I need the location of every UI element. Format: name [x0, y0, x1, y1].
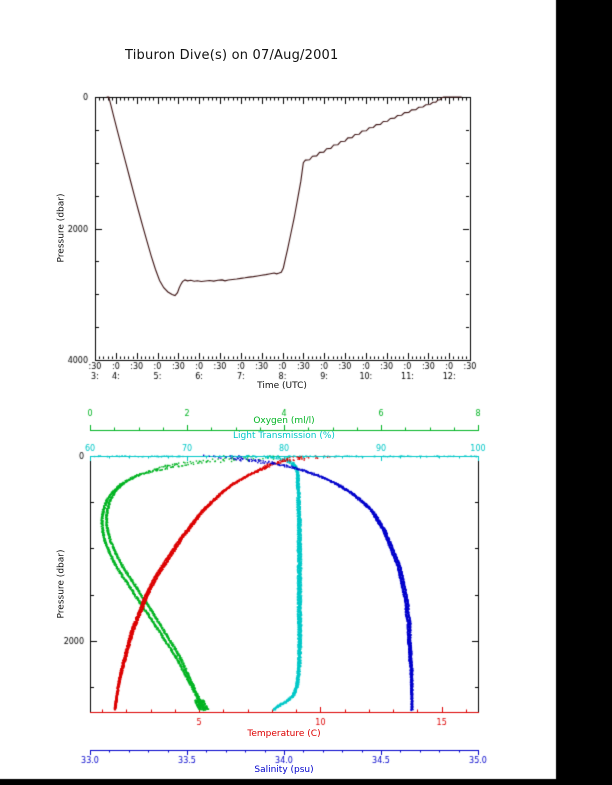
temperature-axis-title: Temperature (C) [247, 729, 321, 739]
pressure-axis-title-bottom: Pressure (dbar) [56, 549, 67, 619]
oxygen-axis-title: Oxygen (ml/l) [253, 416, 315, 426]
light-transmission-axis-title: Light Transmission (%) [233, 431, 335, 441]
salinity-axis-title: Salinity (psu) [254, 765, 314, 775]
pressure-axis-title-top: Pressure (dbar) [56, 193, 67, 263]
page-title: Tiburon Dive(s) on 07/Aug/2001 [125, 48, 339, 63]
time-axis-title: Time (UTC) [257, 381, 307, 391]
